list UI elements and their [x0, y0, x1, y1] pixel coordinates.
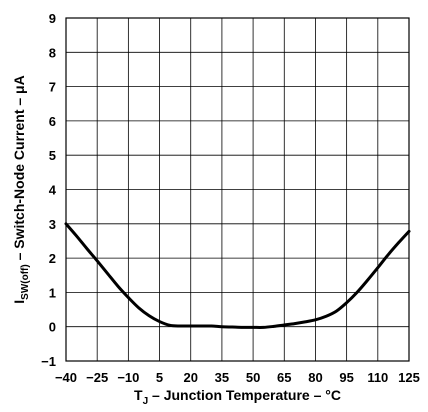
series-layer	[64, 222, 411, 329]
y-tick-label: 8	[49, 45, 56, 60]
plot-frame	[65, 17, 410, 362]
x-tick-label: 20	[183, 370, 197, 385]
x-axis-title-main: T	[134, 387, 143, 403]
x-axis-title-rest: – Junction Temperature – °C	[148, 387, 341, 403]
y-tick-label: −1	[41, 354, 56, 369]
series-line	[64, 222, 411, 329]
y-tick-label: 9	[49, 11, 56, 26]
x-tick-label: 110	[367, 370, 388, 385]
y-axis-title-rest: – Switch-Node Current – μA	[11, 75, 27, 264]
x-tick-label: 95	[339, 370, 353, 385]
y-tick-label: 3	[49, 217, 56, 232]
x-tick-label: −25	[86, 370, 108, 385]
x-tick-label: 50	[246, 370, 260, 385]
y-axis-title-main: I	[11, 300, 27, 304]
y-tick-label: 1	[49, 285, 56, 300]
x-tick-label: −10	[117, 370, 139, 385]
y-tick-label: 2	[49, 251, 56, 266]
x-tick-label: 125	[398, 370, 420, 385]
x-tick-label: 80	[308, 370, 322, 385]
x-tick-label: 35	[215, 370, 229, 385]
y-tick-labels: −1 0 1 2 3 4 5 6 7 8 9	[41, 11, 57, 369]
x-tick-label: 65	[277, 370, 291, 385]
y-tick-label: 7	[49, 80, 56, 95]
x-tick-label: −40	[55, 370, 77, 385]
x-tick-label: 5	[156, 370, 163, 385]
grid	[65, 17, 410, 362]
x-axis-title-subscript: J	[143, 396, 149, 407]
x-tick-labels: −40 −25 −10 5 20 35 50 65 80 95 110 125	[55, 370, 420, 385]
y-axis-title: ISW(off) – Switch-Node Current – μA	[11, 75, 31, 303]
y-tick-label: 5	[49, 148, 56, 163]
y-tick-label: 6	[49, 114, 56, 129]
y-axis-title-subscript: SW(off)	[20, 264, 31, 300]
y-tick-label: 0	[49, 320, 56, 335]
x-axis-title: TJ – Junction Temperature – °C	[134, 387, 341, 407]
y-tick-label: 4	[49, 183, 57, 198]
